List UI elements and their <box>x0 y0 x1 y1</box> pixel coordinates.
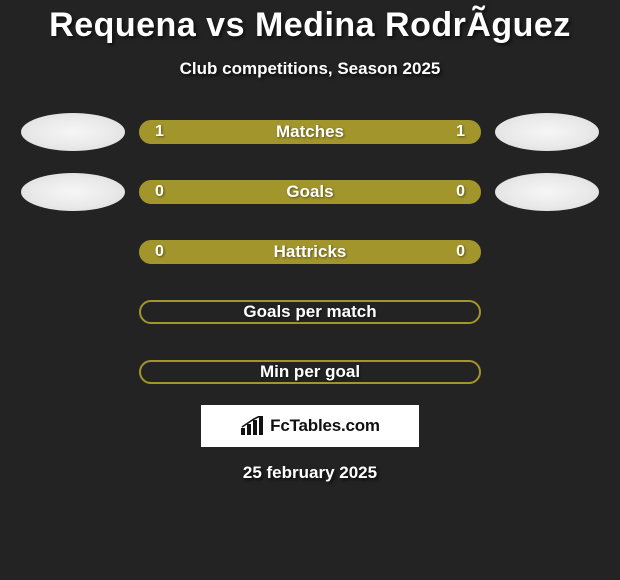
footer-date: 25 february 2025 <box>0 463 620 483</box>
stats-rows: 1 Matches 1 0 Goals 0 0 Hattricks 0 <box>0 113 620 391</box>
stat-right-value: 0 <box>456 183 465 201</box>
avatar-spacer <box>21 233 125 271</box>
avatar-spacer <box>495 233 599 271</box>
player-left-avatar <box>21 113 125 151</box>
stat-bar-matches: 1 Matches 1 <box>139 120 481 144</box>
stat-row-matches: 1 Matches 1 <box>0 113 620 151</box>
player-right-avatar <box>495 173 599 211</box>
avatar-spacer <box>495 293 599 331</box>
avatar-spacer <box>495 353 599 391</box>
player-left-avatar <box>21 173 125 211</box>
stat-bar-goals: 0 Goals 0 <box>139 180 481 204</box>
stat-row-goals: 0 Goals 0 <box>0 173 620 211</box>
stat-left-value: 1 <box>155 123 164 141</box>
stat-row-gpm: Goals per match <box>0 293 620 331</box>
branding-badge[interactable]: FcTables.com <box>201 405 419 447</box>
stat-bar-mpg: Min per goal <box>139 360 481 384</box>
stat-left-value: 0 <box>155 183 164 201</box>
avatar-spacer <box>21 353 125 391</box>
stat-bar-gpm: Goals per match <box>139 300 481 324</box>
player-right-avatar <box>495 113 599 151</box>
page-title: Requena vs Medina RodrÃ­guez <box>0 6 620 45</box>
stat-right-value: 0 <box>456 243 465 261</box>
stat-left-value: 0 <box>155 243 164 261</box>
comparison-card: Requena vs Medina RodrÃ­guez Club compet… <box>0 0 620 483</box>
stat-label: Matches <box>276 122 344 142</box>
stat-right-value: 1 <box>456 123 465 141</box>
stat-row-hattricks: 0 Hattricks 0 <box>0 233 620 271</box>
avatar-spacer <box>21 293 125 331</box>
branding-text: FcTables.com <box>270 416 380 436</box>
stat-label: Min per goal <box>260 362 360 382</box>
stat-label: Hattricks <box>274 242 347 262</box>
stat-label: Goals <box>286 182 333 202</box>
stat-label: Goals per match <box>243 302 376 322</box>
stat-bar-hattricks: 0 Hattricks 0 <box>139 240 481 264</box>
bar-chart-icon <box>240 416 264 436</box>
page-subtitle: Club competitions, Season 2025 <box>0 59 620 79</box>
stat-row-mpg: Min per goal <box>0 353 620 391</box>
